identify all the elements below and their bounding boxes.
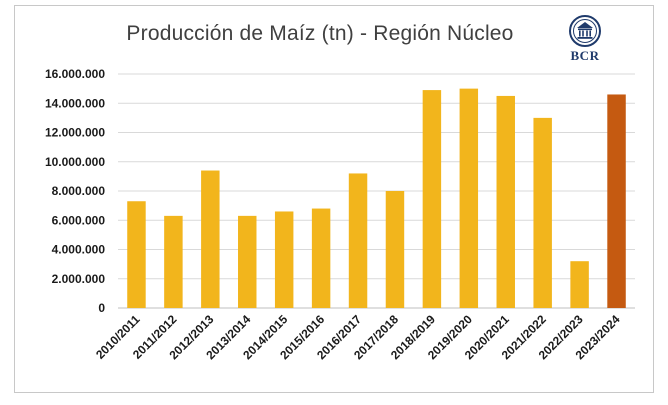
y-tick-label: 0 [98,301,105,315]
y-tick-label: 10.000.000 [45,155,105,169]
chart-title: Producción de Maíz (tn) - Región Núcleo [126,22,514,45]
bar-2023/2024 [607,94,626,308]
bar-2015/2016 [311,208,331,308]
bar-2012/2013 [201,170,220,308]
y-tick-label: 2.000.000 [52,272,106,286]
bcr-logo-text: BCR [570,48,600,63]
bars [127,88,626,309]
bar-2020/2021 [496,95,515,308]
bar-2014/2015 [274,211,294,308]
bar-2010/2011 [127,201,146,308]
bar-2018/2019 [422,90,442,309]
y-tick-label: 4.000.000 [52,243,106,257]
y-tick-label: 16.000.000 [45,67,105,81]
bar-2011/2012 [164,215,183,308]
y-tick-label: 6.000.000 [52,213,106,227]
y-tick-label: 12.000.000 [45,126,105,140]
bar-2016/2017 [348,173,368,308]
bcr-logo: BCR [562,14,608,64]
bar-2017/2018 [385,191,405,308]
y-axis-ticks: 0 2.000.000 4.000.000 6.000.000 8.000.000 10.… [45,67,105,315]
bcr-building-seal-icon [569,15,601,47]
bar-2021/2022 [533,117,552,308]
y-tick-label: 14.000.000 [45,96,105,110]
y-tick-label: 8.000.000 [52,184,106,198]
bar-2013/2014 [238,215,257,308]
x-axis-ticks: 2010/20112011/20122012/20132013/20142014… [93,312,623,362]
bar-2022/2023 [570,261,589,308]
gridlines [118,73,635,309]
bar-2019/2020 [459,88,479,308]
